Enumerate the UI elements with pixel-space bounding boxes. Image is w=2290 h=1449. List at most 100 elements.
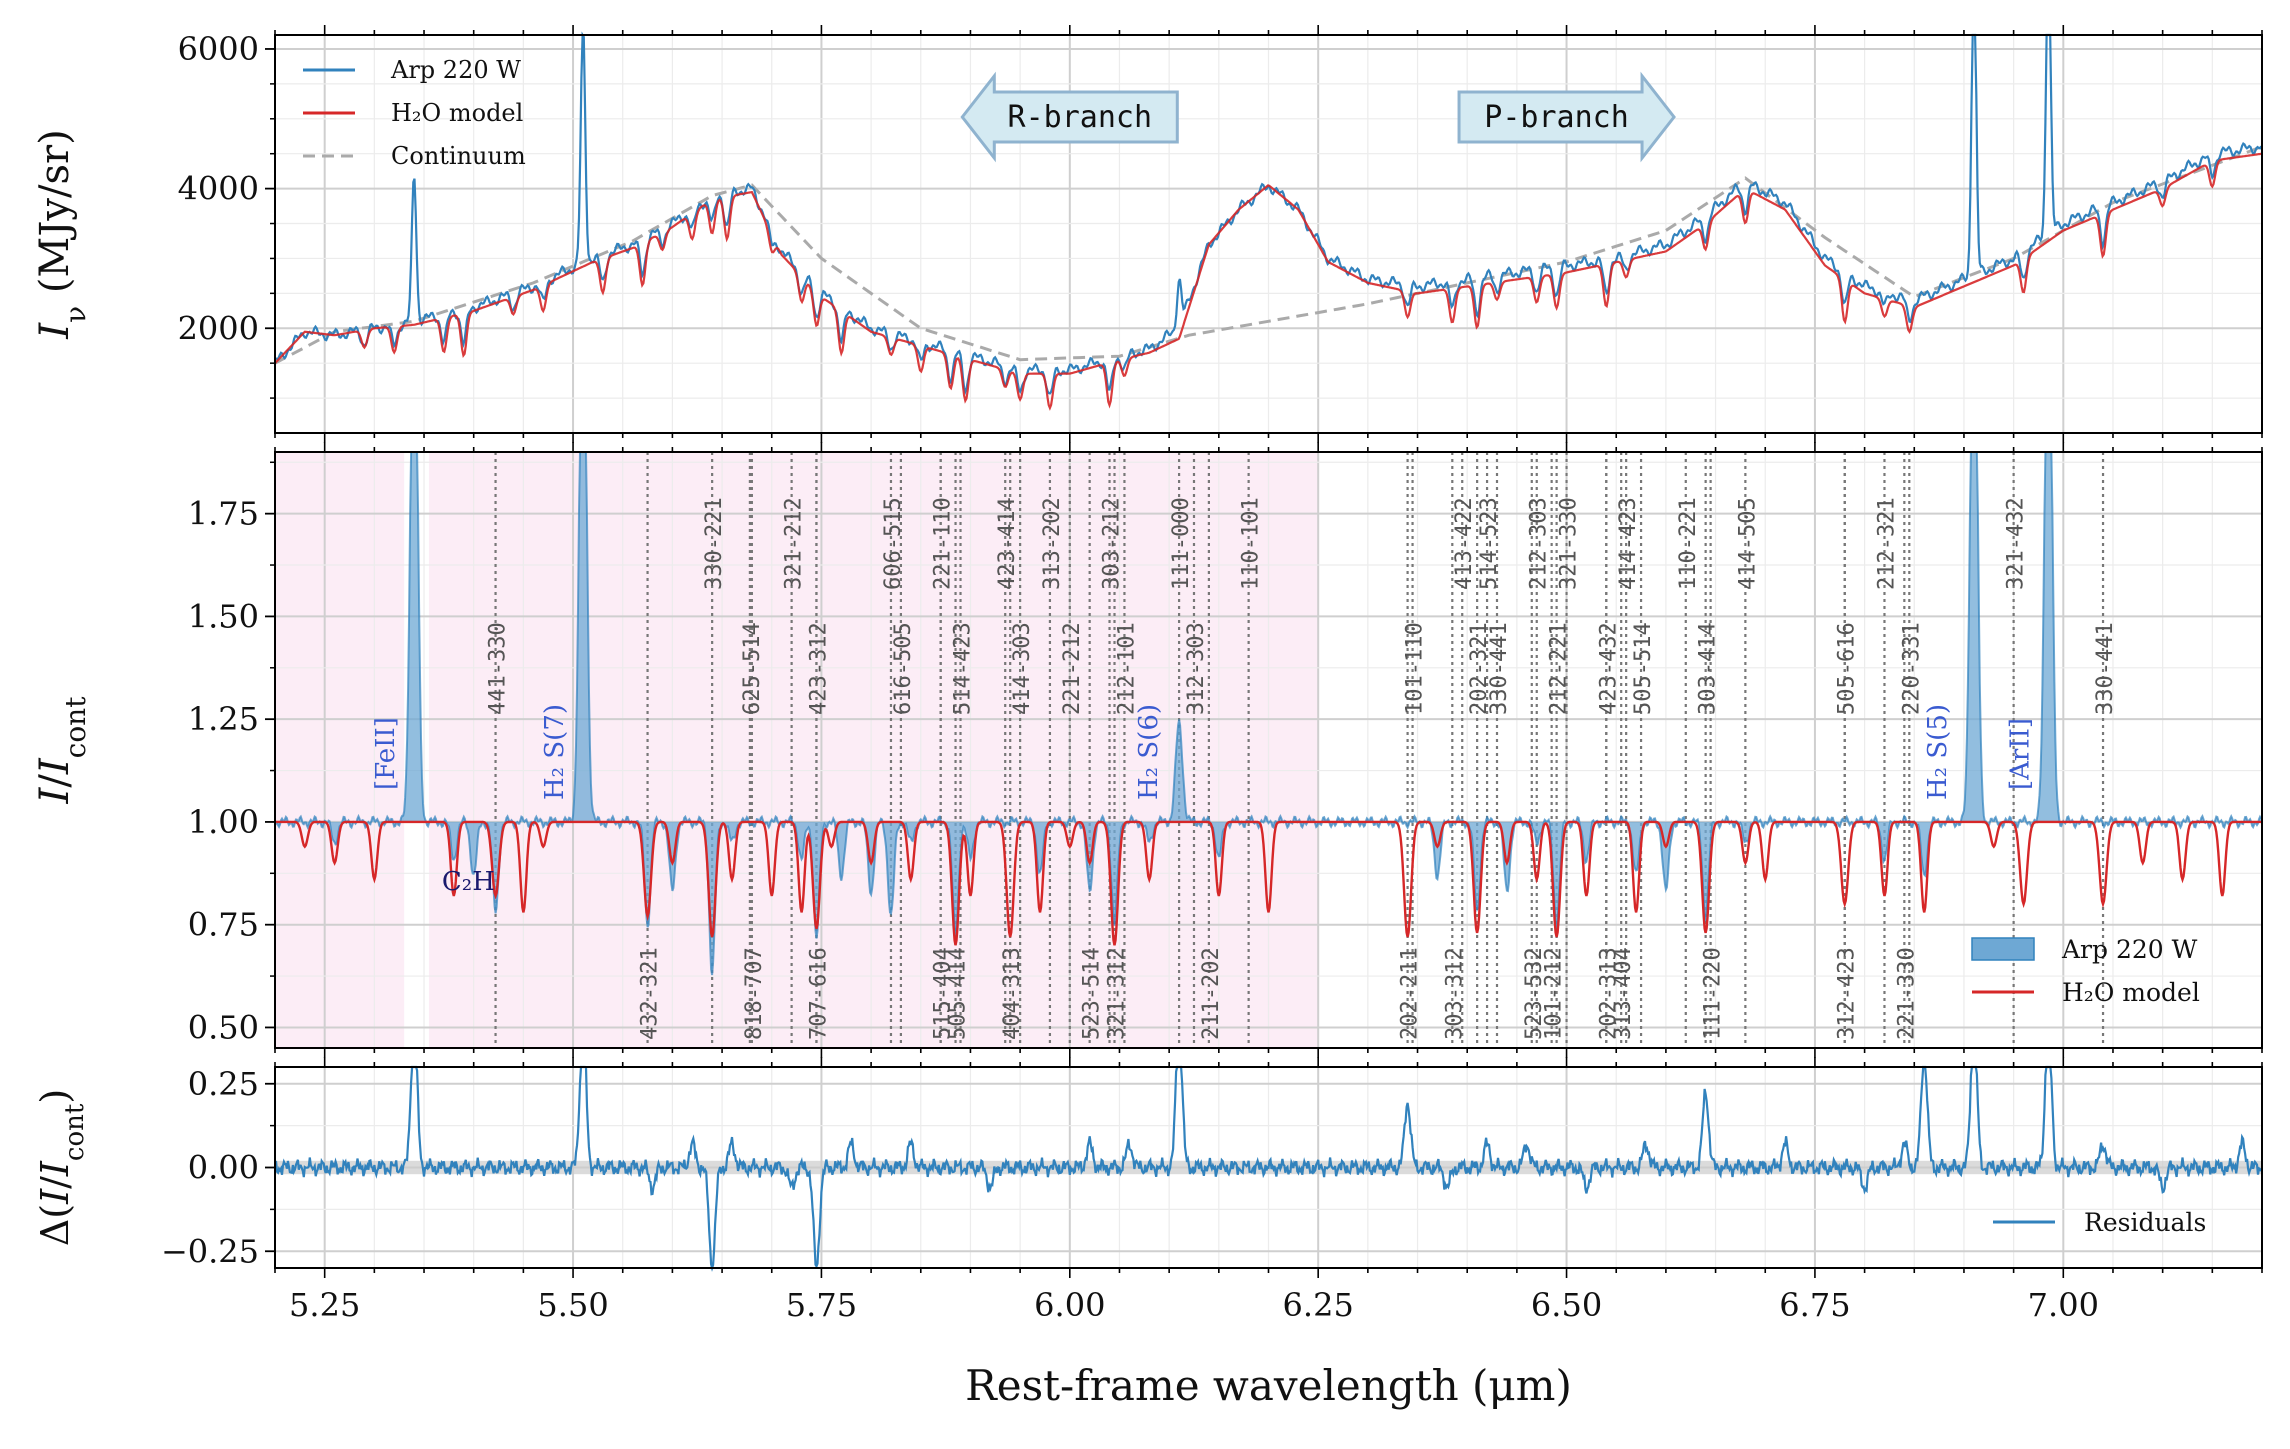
- middle-y-axis-label: I/Icont: [32, 696, 92, 805]
- line-label: 321-330: [1557, 497, 1582, 590]
- p-branch-arrow: [1457, 71, 1676, 163]
- line-label: 625-514: [740, 622, 765, 715]
- x-tick-label: 5.50: [537, 1286, 608, 1324]
- legend-entry: Continuum: [391, 142, 526, 170]
- middle-x-ticks: [274, 442, 2263, 1058]
- line-label: 321-312: [1105, 947, 1130, 1040]
- y-tick-label: 2000: [178, 309, 259, 347]
- y-tick-label: 1.75: [188, 495, 259, 533]
- legend-entry: H₂O model: [391, 99, 523, 127]
- line-label: 505-514: [1631, 622, 1656, 715]
- line-label: 101-212: [1542, 947, 1567, 1040]
- top-panel: 2000 4000 6000 Iν (MJy/sr) R-branch P-branch A…: [32, 25, 2263, 443]
- line-label: 312-423: [1835, 947, 1860, 1040]
- y-tick-label: 4000: [178, 170, 259, 208]
- bottom-y-ticks: −0.25 0.00 0.25: [161, 1065, 275, 1270]
- model-spectrum-line: [274, 152, 2262, 411]
- x-tick-label: 6.75: [1779, 1286, 1850, 1324]
- line-label: 202-211: [1398, 947, 1423, 1040]
- y-tick-label: 0.00: [188, 1149, 259, 1187]
- shaded-region: [275, 452, 405, 1048]
- line-label: 321-212: [782, 497, 807, 590]
- line-label: 110-101: [1239, 497, 1264, 590]
- line-label: 110-221: [1676, 497, 1701, 590]
- line-label: 221-110: [931, 497, 956, 590]
- middle-panel: 441-330 330-221 625-514 321-212 423-312 606-5…: [32, 442, 2263, 1058]
- species-label-c2h: C₂H: [442, 867, 495, 897]
- line-label: 321-432: [2004, 497, 2029, 590]
- line-labels: 441-330 330-221 625-514 321-212 423-312 606-5…: [486, 497, 2118, 1040]
- top-y-axis-label: Iν (MJy/sr): [32, 129, 92, 339]
- line-label: 202-321: [1467, 622, 1492, 715]
- y-tick-label: 1.00: [188, 803, 259, 841]
- line-label: 212-321: [1875, 497, 1900, 590]
- species-label-h2-s6: H₂ S(6): [1134, 704, 1164, 800]
- x-axis-label: Rest-frame wavelength (μm): [965, 1361, 1572, 1410]
- line-label: 505-414: [946, 947, 971, 1040]
- species-label-feii: [FeII]: [371, 717, 401, 790]
- line-label: 505-616: [1835, 622, 1860, 715]
- line-label: 202-313: [1596, 947, 1621, 1040]
- x-tick-label: 7.00: [2028, 1286, 2099, 1324]
- line-label: 220-331: [1899, 622, 1924, 715]
- r-branch-arrow: [960, 71, 1179, 163]
- line-label: 101-110: [1403, 622, 1428, 715]
- line-label: 303-414: [1696, 622, 1721, 715]
- line-label: 221-330: [1894, 947, 1919, 1040]
- line-label: 432-321: [638, 947, 663, 1040]
- x-tick-label: 5.75: [786, 1286, 857, 1324]
- line-label: 515-404: [931, 947, 956, 1040]
- line-label: 818-707: [742, 947, 767, 1040]
- line-label: 414-423: [1616, 497, 1641, 590]
- line-label: 414-303: [1010, 622, 1035, 715]
- line-label: 330-441: [1487, 622, 1512, 715]
- middle-grid: [274, 452, 2263, 1048]
- y-tick-label: −0.25: [161, 1232, 259, 1270]
- model-ratio-line: [275, 820, 2261, 946]
- species-label-arii: [ArII]: [2005, 718, 2035, 790]
- species-label-h2-s7: H₂ S(7): [540, 704, 570, 800]
- residuals-line: [273, 1065, 2262, 1272]
- line-label: 441-330: [486, 622, 511, 715]
- line-label: 313-404: [1611, 947, 1636, 1040]
- y-tick-label: 1.25: [188, 700, 259, 738]
- x-tick-label: 6.00: [1034, 1286, 1105, 1324]
- bottom-grid: [274, 1067, 2263, 1268]
- middle-legend: Arp 220 W H₂O model: [1971, 935, 2200, 1007]
- line-label: 423-432: [1596, 622, 1621, 715]
- line-label: 303-312: [1442, 947, 1467, 1040]
- legend-swatch: [1971, 937, 2035, 961]
- line-label: 404-313: [1000, 947, 1025, 1040]
- x-tick-label: 6.50: [1531, 1286, 1602, 1324]
- y-tick-label: 0.50: [188, 1008, 259, 1046]
- line-label: 414-505: [1735, 497, 1760, 590]
- legend-entry: Arp 220 W: [390, 56, 521, 84]
- line-label: 221-212: [1060, 622, 1085, 715]
- line-label: 211-202: [1199, 947, 1224, 1040]
- line-label: 606-515: [881, 497, 906, 590]
- line-label: 423-312: [807, 622, 832, 715]
- line-label: 413-422: [1452, 497, 1477, 590]
- line-label: 514-423: [951, 622, 976, 715]
- top-legend: Arp 220 W H₂O model Continuum: [303, 56, 526, 170]
- r-branch-label: R-branch: [1008, 100, 1153, 135]
- line-label: 423-414: [995, 497, 1020, 590]
- legend-entry: Residuals: [2084, 1208, 2206, 1237]
- bottom-legend: Residuals: [1993, 1208, 2206, 1237]
- line-label: 616-505: [891, 622, 916, 715]
- line-label: 523-532: [1522, 947, 1547, 1040]
- line-label: 303-212: [1100, 497, 1125, 590]
- line-label: 111-000: [1169, 497, 1194, 590]
- legend-entry: Arp 220 W: [2061, 935, 2198, 964]
- line-markers: [494, 452, 2105, 1048]
- y-tick-label: 0.75: [188, 906, 259, 944]
- bottom-x-ticks: 5.25 5.50 5.75 6.00 6.25 6.50 6.75 7.00: [274, 1057, 2263, 1324]
- y-tick-label: 6000: [178, 30, 259, 68]
- line-label: 212-101: [1114, 622, 1139, 715]
- line-label: 330-441: [2093, 622, 2118, 715]
- line-label: 212-303: [1527, 497, 1552, 590]
- line-label: 330-221: [702, 497, 727, 590]
- legend-entry: H₂O model: [2062, 978, 2200, 1007]
- species-label-h2-s5: H₂ S(5): [1923, 704, 1953, 800]
